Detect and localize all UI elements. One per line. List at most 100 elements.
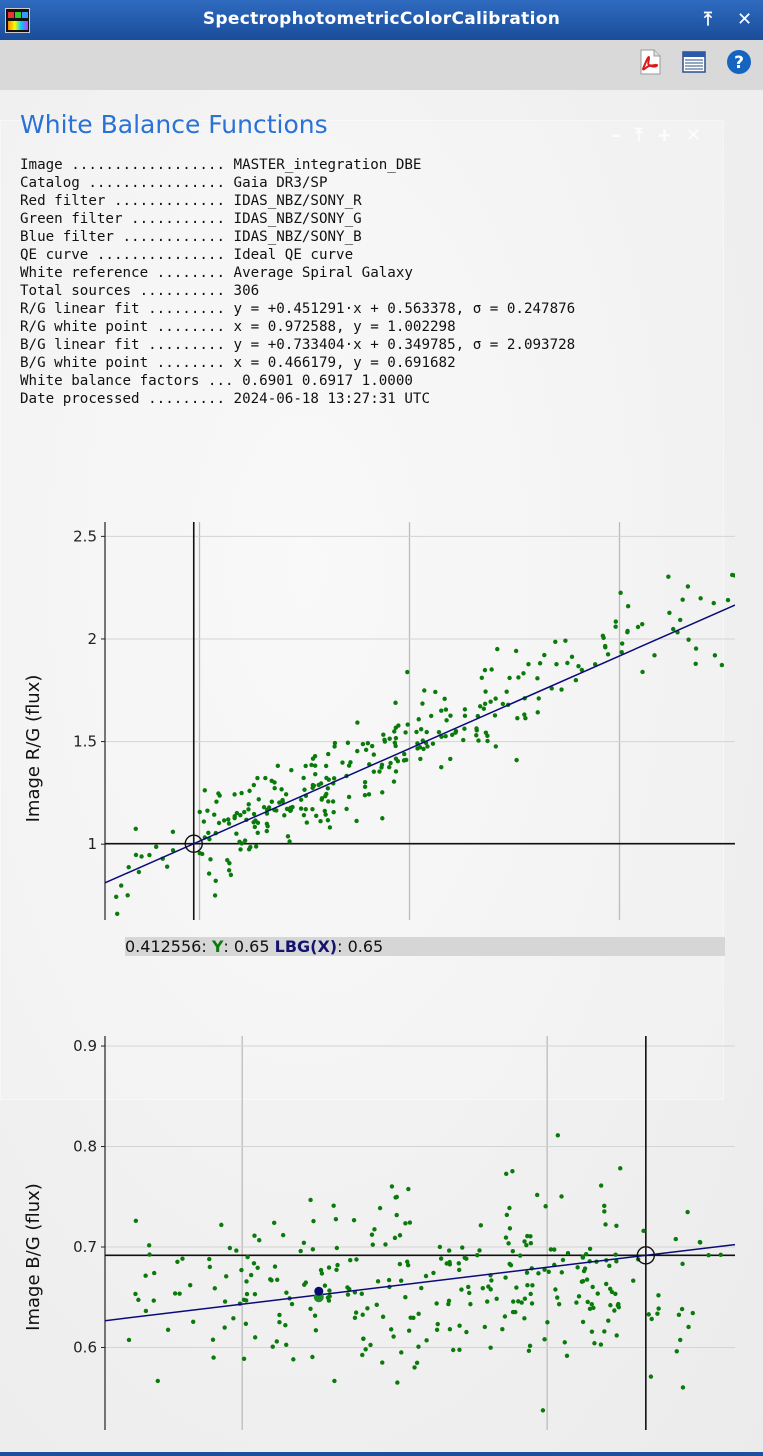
data-point	[614, 1333, 619, 1338]
data-layer	[105, 522, 735, 920]
data-point	[546, 1269, 551, 1274]
data-point	[170, 829, 176, 834]
shade-icon[interactable]: ⤒	[704, 9, 712, 30]
data-point	[331, 809, 336, 815]
data-point	[312, 763, 318, 768]
data-point	[488, 1345, 493, 1350]
data-point	[431, 1270, 436, 1276]
data-point	[326, 1298, 332, 1303]
data-point	[394, 1212, 399, 1218]
data-point	[216, 791, 221, 796]
cursor-y-label: Y	[211, 937, 224, 956]
data-point	[252, 824, 258, 830]
data-point	[481, 706, 487, 711]
data-point	[395, 1380, 400, 1385]
data-point	[277, 800, 282, 805]
cursor-x-value: 0.412556:	[125, 937, 207, 956]
data-point	[318, 1267, 324, 1273]
data-point	[411, 1315, 416, 1321]
data-point	[322, 808, 327, 814]
data-point	[619, 641, 625, 646]
data-point	[462, 1255, 467, 1260]
data-point	[444, 1261, 449, 1266]
data-point	[393, 700, 398, 705]
data-point	[271, 1220, 277, 1226]
data-point	[510, 1169, 515, 1174]
data-point	[327, 825, 333, 830]
data-point	[143, 1308, 149, 1314]
data-point	[479, 675, 485, 681]
data-point	[332, 740, 338, 746]
data-point	[301, 812, 307, 818]
info-row: White reference ........ Average Spiral …	[20, 264, 575, 282]
data-point	[388, 1327, 394, 1332]
info-label: B/G linear fit .........	[20, 337, 225, 353]
data-point	[576, 663, 581, 669]
data-point	[422, 688, 427, 693]
y-tick-label: 0.8	[73, 1138, 97, 1156]
data-point	[327, 1288, 332, 1293]
data-point	[288, 805, 293, 810]
info-label: White balance factors ...	[20, 373, 234, 389]
data-point	[270, 1344, 275, 1349]
data-point	[369, 743, 375, 749]
data-point	[456, 1261, 461, 1266]
info-row: QE curve ............... Ideal QE curve	[20, 246, 575, 264]
data-point	[269, 799, 275, 804]
data-point	[403, 757, 409, 763]
data-point	[245, 1254, 250, 1260]
data-point	[581, 1268, 587, 1274]
data-point	[248, 1272, 254, 1278]
data-point	[301, 1240, 307, 1245]
data-point	[698, 596, 703, 601]
data-point	[323, 763, 329, 769]
data-point	[437, 1244, 443, 1250]
info-label: QE curve ...............	[20, 247, 225, 263]
data-point	[462, 707, 468, 712]
info-row: White balance factors ... 0.6901 0.6917 …	[20, 372, 575, 390]
rg-chart[interactable]: 1230.511.522.5Catalog R/G (flux)Image R/…	[0, 420, 763, 920]
info-value: y = +0.451291·x + 0.563378, σ = 0.247876	[233, 301, 576, 317]
background-window: –⤒+✕	[0, 120, 724, 1100]
data-point	[414, 729, 419, 735]
data-point	[434, 1327, 440, 1333]
data-point	[439, 765, 444, 770]
help-icon[interactable]: ?	[726, 49, 752, 75]
data-point	[277, 1312, 282, 1318]
data-point	[519, 1300, 524, 1305]
data-point	[504, 1212, 510, 1218]
table-icon[interactable]	[681, 49, 707, 75]
close-icon[interactable]: ✕	[737, 9, 753, 30]
data-point	[542, 1267, 547, 1272]
data-point	[216, 820, 222, 826]
data-point	[559, 1194, 564, 1199]
data-point	[311, 1218, 316, 1224]
data-point	[526, 661, 531, 667]
data-point	[188, 1283, 193, 1288]
pdf-icon[interactable]	[637, 49, 663, 75]
data-point	[268, 1277, 273, 1282]
info-list: Image .................. MASTER_integrat…	[20, 156, 575, 408]
data-point	[524, 1243, 529, 1248]
data-point	[517, 1253, 523, 1258]
cursor-readout: 0.412556: Y: 0.65 LBG(X): 0.65	[125, 937, 725, 956]
data-point	[503, 1275, 508, 1280]
data-point	[280, 797, 285, 803]
data-point	[574, 1300, 579, 1305]
data-point	[405, 722, 410, 727]
data-point	[345, 740, 351, 745]
data-point	[325, 818, 331, 823]
data-point	[326, 1265, 332, 1270]
data-point	[208, 857, 213, 862]
data-point	[480, 1285, 486, 1291]
data-point	[548, 1247, 554, 1252]
data-point	[211, 1355, 216, 1360]
data-point	[153, 844, 159, 850]
bg-chart[interactable]: 0.40.450.50.60.70.80.9Catalog B/G (flux)…	[0, 930, 763, 1430]
data-point	[308, 1197, 313, 1203]
data-point	[298, 806, 304, 811]
data-point	[428, 713, 434, 719]
data-point	[359, 1291, 364, 1296]
data-point	[291, 1357, 296, 1362]
data-point	[564, 1353, 570, 1358]
